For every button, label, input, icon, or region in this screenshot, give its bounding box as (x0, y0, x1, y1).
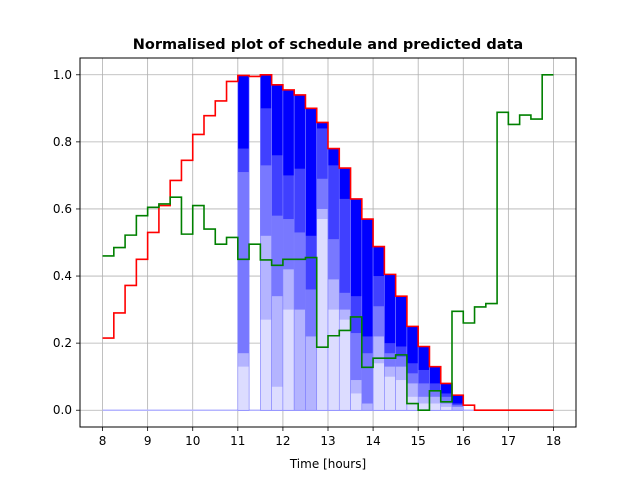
x-tick-label: 9 (144, 434, 152, 448)
schedule-bar-segment (418, 403, 430, 411)
x-tick-label: 10 (185, 434, 200, 448)
schedule-bar-segment (452, 406, 464, 411)
chart-title: Normalised plot of schedule and predicte… (133, 37, 523, 53)
schedule-bar-segment (429, 403, 441, 411)
axis-ticks: 8 9 10 11 12 13 14 15 16 17 18 0.0 0.2 0.4 0.6 0.8 1.0 (53, 68, 561, 448)
schedule-bar-segment (361, 403, 374, 411)
y-tick-label: 0.0 (53, 403, 72, 417)
schedule-bar-segment (384, 376, 396, 411)
schedule-bar-segment (260, 319, 272, 411)
y-tick-label: 0.4 (53, 269, 72, 283)
schedule-bar-segment (271, 386, 283, 411)
x-tick-label: 15 (411, 434, 426, 448)
y-tick-label: 0.8 (53, 135, 72, 149)
schedule-bar-segment (305, 336, 317, 411)
x-tick-label: 17 (501, 434, 516, 448)
schedule-bar-segment (373, 363, 385, 411)
schedule-bar-segment (350, 393, 362, 411)
x-tick-label: 13 (320, 434, 335, 448)
x-tick-label: 12 (275, 434, 290, 448)
schedule-bar-segment (395, 380, 407, 411)
red-series-line (102, 73, 554, 412)
schedule-bar-segment (361, 219, 374, 411)
schedule-bar-segment (294, 309, 306, 411)
schedule-bar-segment (339, 319, 351, 411)
series-lines (102, 73, 554, 412)
schedule-bar-segment (271, 296, 283, 411)
x-tick-label: 18 (546, 434, 561, 448)
x-tick-label: 14 (365, 434, 380, 448)
x-tick-label: 11 (230, 434, 245, 448)
schedule-bar-segment (361, 353, 374, 411)
x-tick-label: 8 (99, 434, 107, 448)
schedule-bar-segment (350, 333, 362, 411)
schedule-bar-segment (237, 366, 250, 411)
x-tick-label: 16 (456, 434, 471, 448)
x-axis-label: Time [hours] (289, 457, 366, 471)
schedule-bar-segment (328, 309, 340, 411)
schedule-bar-segment (384, 274, 396, 411)
y-tick-label: 1.0 (53, 68, 72, 82)
y-tick-label: 0.2 (53, 336, 72, 350)
schedule-bar-segment (440, 406, 452, 411)
green-series-line (102, 73, 554, 412)
schedule-bar-segment (316, 219, 328, 411)
schedule-bar-segment (282, 309, 295, 411)
y-tick-label: 0.6 (53, 202, 72, 216)
schedule-bar-segment (452, 395, 464, 411)
schedule-bar-segment (237, 172, 250, 411)
